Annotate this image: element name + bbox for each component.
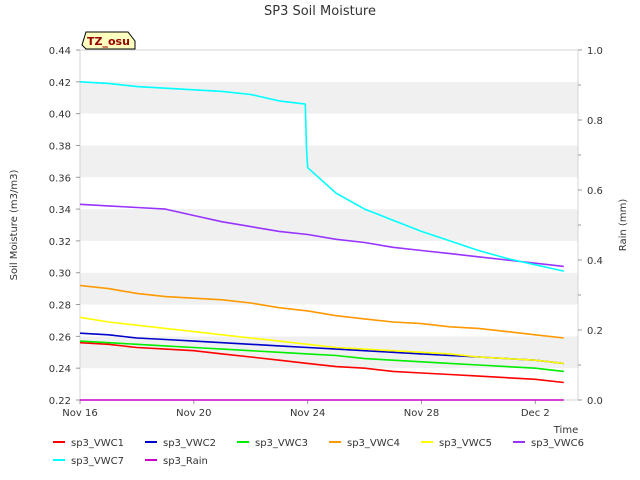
y2-axis-label: Rain (mm) [618, 199, 629, 252]
y-tick-label: 0.42 [49, 78, 71, 89]
y-tick-label: 0.36 [49, 173, 71, 184]
x-axis-label: Time [553, 425, 578, 436]
legend-label: sp3_VWC4 [347, 438, 400, 449]
legend-label: sp3_VWC5 [439, 438, 492, 449]
legend-label: sp3_VWC3 [255, 438, 308, 449]
series-line-sp3-vwc4 [79, 284, 564, 339]
grid-band [80, 240, 578, 273]
legend-label: sp3_VWC6 [531, 438, 584, 449]
y-tick-label: 0.40 [49, 110, 71, 121]
y2-axis-ticks: 0.0 0.2 0.4 0.6 0.8 1.0 [578, 46, 603, 407]
y2-tick-label: 0.0 [587, 396, 603, 407]
y-axis-ticks: 0.22 0.24 0.26 0.28 0.30 0.32 0.34 0.36 0.38 0.40… [49, 46, 80, 407]
legend-label: sp3_VWC2 [163, 438, 216, 449]
grid-bands [80, 50, 578, 400]
y2-tick-label: 0.6 [587, 186, 603, 197]
series-line-sp3-vwc7 [79, 81, 564, 272]
x-tick-label: Nov 24 [290, 408, 325, 419]
y-tick-label: 0.32 [49, 237, 71, 248]
grid-band [80, 145, 578, 178]
tz-badge: TZ_osu [81, 31, 136, 50]
grid-band [80, 113, 578, 146]
y2-tick-label: 0.2 [587, 326, 603, 337]
x-tick-label: Nov 16 [62, 408, 97, 419]
legend-label: sp3_Rain [163, 456, 208, 467]
y-tick-label: 0.28 [49, 301, 71, 312]
y-tick-label: 0.22 [49, 396, 71, 407]
grid-band [80, 272, 578, 305]
chart-title: SP3 Soil Moisture [264, 4, 376, 19]
y-tick-label: 0.26 [49, 332, 71, 343]
grid-band [80, 209, 578, 241]
legend: sp3_VWC1 sp3_VWC2 sp3_VWC3 sp3_VWC4 sp3_VWC5… [53, 438, 584, 467]
grid-band [80, 177, 578, 210]
badge-shape [81, 31, 136, 50]
series-line-sp3-vwc1 [79, 341, 564, 384]
series-lines [79, 81, 564, 401]
y2-tick-label: 0.4 [587, 256, 603, 267]
series-line-sp3-vwc3 [79, 340, 564, 373]
y-tick-label: 0.34 [49, 205, 71, 216]
grid-band [80, 336, 578, 369]
badge-text: TZ_osu [87, 35, 130, 48]
legend-label: sp3_VWC7 [71, 456, 124, 467]
grid-band [80, 50, 578, 82]
grid-band [80, 368, 578, 400]
series-line-sp3-vwc5 [79, 316, 564, 365]
y-tick-label: 0.38 [49, 141, 71, 152]
series-line-sp3-vwc6 [79, 203, 564, 268]
x-axis-ticks: Nov 16 Nov 20 Nov 24 Nov 28 Dec 2 [62, 400, 550, 419]
x-tick-label: Dec 2 [521, 408, 550, 419]
y-tick-label: 0.44 [49, 46, 71, 57]
grid-band [80, 81, 578, 114]
y-axis-label: Soil Moisture (m3/m3) [9, 170, 20, 281]
y-tick-label: 0.24 [49, 364, 71, 375]
legend-label: sp3_VWC1 [71, 438, 124, 449]
x-tick-label: Nov 20 [176, 408, 211, 419]
x-tick-label: Nov 28 [404, 408, 439, 419]
y2-tick-label: 1.0 [587, 46, 603, 57]
y-tick-label: 0.30 [49, 269, 71, 280]
y2-tick-label: 0.8 [587, 116, 603, 127]
